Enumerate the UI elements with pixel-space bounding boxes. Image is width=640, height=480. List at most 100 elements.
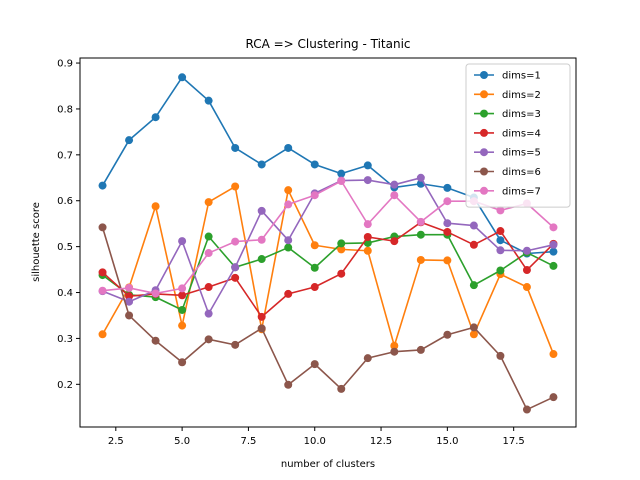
data-point — [284, 380, 293, 389]
data-point — [363, 232, 372, 241]
data-point — [390, 191, 399, 200]
data-point — [549, 350, 558, 359]
series-line — [102, 233, 554, 311]
plot-frame — [79, 57, 577, 428]
data-point — [284, 243, 293, 252]
data-point — [416, 173, 425, 182]
data-point — [310, 263, 319, 272]
data-point — [125, 311, 134, 320]
data-point — [125, 283, 134, 292]
x-tick-label: 7.5 — [240, 436, 256, 447]
legend-label: dims=1 — [502, 71, 541, 82]
data-point — [443, 330, 452, 339]
legend-marker — [480, 167, 488, 176]
x-tick-label: 17.5 — [503, 436, 525, 447]
data-point — [522, 283, 531, 292]
data-point — [178, 237, 187, 246]
y-axis: 0.2 0.3 0.4 0.5 0.6 0.7 0.8 0.9 — [57, 59, 80, 391]
data-point — [98, 223, 107, 232]
data-point — [204, 96, 213, 105]
data-point — [549, 393, 558, 402]
data-point — [549, 240, 558, 249]
y-tick-label: 0.6 — [57, 196, 73, 207]
y-tick-label: 0.4 — [57, 288, 73, 299]
data-point — [443, 197, 452, 206]
chart-title: RCA => Clustering - Titanic — [245, 37, 410, 51]
data-point — [257, 235, 266, 244]
data-point — [549, 247, 558, 256]
y-axis-title: silhouette score — [31, 202, 42, 282]
data-point — [178, 284, 187, 293]
legend-marker — [480, 109, 488, 118]
data-point — [310, 160, 319, 169]
y-tick-label: 0.2 — [57, 380, 73, 391]
data-point — [178, 321, 187, 330]
data-point — [284, 143, 293, 152]
data-point — [231, 182, 240, 191]
data-point — [443, 256, 452, 265]
data-point — [284, 236, 293, 245]
data-point — [337, 239, 346, 248]
y-tick-label: 0.9 — [57, 59, 73, 70]
data-point — [390, 237, 399, 246]
x-axis-title: number of clusters — [281, 459, 375, 470]
data-point — [443, 227, 452, 236]
data-point — [363, 176, 372, 185]
data-point — [469, 281, 478, 290]
data-point — [496, 246, 505, 255]
data-point — [125, 292, 134, 301]
data-point — [522, 246, 531, 255]
data-point — [496, 206, 505, 215]
data-point — [231, 237, 240, 246]
y-tick-label: 0.5 — [57, 242, 73, 253]
legend-label: dims=3 — [502, 109, 541, 120]
data-point — [549, 223, 558, 232]
x-tick-label: 15.0 — [436, 436, 458, 447]
data-point — [337, 169, 346, 178]
data-point — [363, 161, 372, 170]
legend-label: dims=4 — [502, 128, 541, 139]
data-point — [416, 255, 425, 264]
data-point — [310, 283, 319, 292]
data-point — [469, 240, 478, 249]
data-point — [310, 241, 319, 250]
legend-label: dims=6 — [502, 167, 541, 178]
data-point — [257, 206, 266, 215]
data-point — [496, 236, 505, 245]
data-point — [363, 246, 372, 255]
data-point — [284, 289, 293, 298]
data-point — [284, 186, 293, 195]
y-tick-label: 0.8 — [57, 104, 73, 115]
data-point — [337, 177, 346, 185]
x-tick-label: 10.0 — [304, 436, 326, 447]
data-point — [496, 351, 505, 360]
data-point — [204, 198, 213, 207]
data-point — [363, 354, 372, 363]
x-axis: 2.5 5.0 7.5 10.0 12.5 15.0 17.5 — [108, 427, 525, 447]
series-line — [102, 176, 554, 315]
legend-marker — [480, 128, 488, 137]
data-point — [443, 183, 452, 192]
series-6 — [98, 223, 558, 414]
data-point — [522, 266, 531, 275]
data-point — [125, 136, 134, 145]
data-point — [363, 220, 372, 229]
series-layer — [98, 73, 558, 414]
data-point — [178, 358, 187, 367]
data-point — [204, 249, 213, 258]
data-point — [469, 221, 478, 230]
data-point — [469, 330, 478, 339]
data-point — [231, 143, 240, 152]
data-point — [231, 263, 240, 272]
data-point — [231, 273, 240, 282]
legend-marker — [480, 71, 488, 79]
data-point — [151, 289, 160, 298]
data-point — [257, 324, 266, 333]
y-tick-label: 0.7 — [57, 150, 73, 161]
data-point — [204, 335, 213, 344]
data-point — [204, 309, 213, 318]
series-line — [101, 227, 554, 411]
data-point — [178, 73, 187, 82]
data-point — [416, 345, 425, 354]
data-point — [178, 305, 187, 314]
